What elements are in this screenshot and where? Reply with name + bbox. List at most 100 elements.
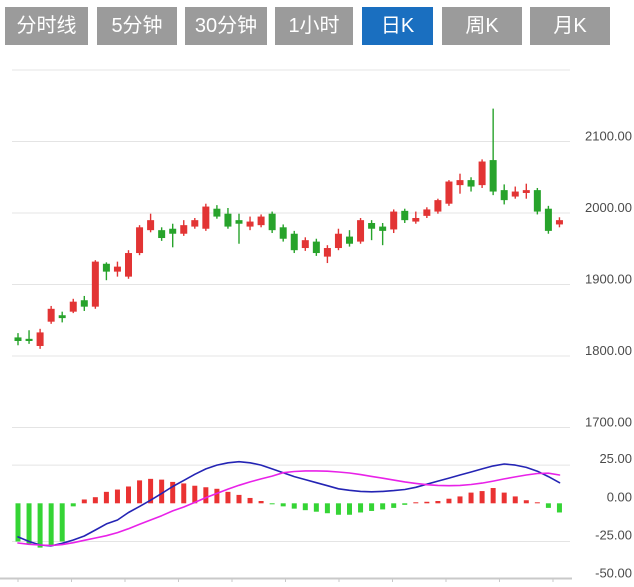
- candle: [202, 203, 210, 231]
- candle-body: [25, 338, 33, 341]
- candle-body: [390, 211, 398, 230]
- macd-bar: [347, 503, 352, 515]
- macd-bar: [468, 492, 474, 504]
- tab-5分钟[interactable]: 5分钟: [97, 7, 177, 45]
- macd-bar: [556, 503, 562, 513]
- candle: [456, 173, 464, 194]
- candle: [434, 198, 442, 214]
- macd-bar: [225, 491, 231, 504]
- candle: [268, 211, 276, 234]
- macd-bar: [269, 503, 275, 505]
- macd-bar: [103, 491, 109, 504]
- candle-body: [412, 218, 420, 222]
- candle-body: [224, 213, 232, 227]
- macd-bar: [236, 494, 242, 504]
- candle: [467, 177, 475, 192]
- candle: [180, 220, 188, 236]
- candle-body: [434, 200, 442, 212]
- candle: [125, 250, 132, 279]
- dif-line: [17, 460, 561, 547]
- candle: [213, 205, 221, 219]
- macd-bar: [391, 503, 397, 508]
- macd-bar: [148, 478, 154, 504]
- tab-1小时[interactable]: 1小时: [275, 7, 353, 45]
- macd-bar: [424, 501, 430, 504]
- macd-bar: [335, 503, 341, 515]
- macd-bar: [258, 501, 264, 504]
- candle: [323, 245, 331, 264]
- candle: [58, 311, 66, 323]
- candle-body: [257, 216, 265, 226]
- candle: [47, 305, 55, 324]
- macd-bar: [170, 481, 176, 504]
- candle-body: [301, 240, 309, 249]
- candle-body: [213, 208, 221, 217]
- macd-bar: [70, 503, 76, 507]
- macd-bar: [523, 500, 529, 504]
- candle: [346, 230, 353, 247]
- candlestick-series: [14, 108, 563, 349]
- candle-body: [202, 206, 210, 229]
- candle-body: [401, 210, 409, 221]
- macd-bar: [302, 503, 308, 511]
- candle-body: [235, 220, 243, 224]
- candle: [555, 217, 563, 228]
- candle-body: [522, 190, 530, 193]
- macd-histogram: [15, 478, 562, 548]
- candle-body: [91, 261, 99, 307]
- macd-bar: [92, 497, 98, 504]
- tab-分时线[interactable]: 分时线: [5, 7, 88, 45]
- macd-bar: [291, 503, 297, 509]
- candle-body: [36, 332, 44, 346]
- macd-bar: [214, 488, 220, 504]
- x-axis: [0, 577, 572, 582]
- candle-body: [80, 300, 88, 307]
- macd-bar: [15, 503, 21, 542]
- price-axis-label: 1700.00: [585, 415, 632, 430]
- macd-bar: [512, 496, 518, 504]
- candle: [136, 225, 144, 256]
- candle-body: [555, 220, 563, 225]
- macd-bar: [48, 503, 54, 547]
- candle-body: [456, 180, 464, 186]
- macd-bar: [501, 492, 507, 504]
- macd-bar: [313, 503, 319, 512]
- candle: [301, 237, 309, 251]
- candle: [544, 205, 552, 234]
- candle: [80, 295, 88, 311]
- candle-body: [136, 227, 144, 254]
- macd-gridlines: [12, 464, 570, 542]
- candle: [423, 207, 431, 219]
- candle: [246, 216, 254, 231]
- candle-body: [500, 190, 508, 201]
- candle-body: [290, 233, 298, 251]
- macd-bar: [358, 503, 364, 513]
- price-axis-label: 1900.00: [585, 272, 632, 287]
- candle: [533, 187, 541, 215]
- candle: [279, 224, 287, 242]
- candle-body: [533, 190, 541, 212]
- candle-body: [279, 227, 287, 239]
- candle: [489, 108, 497, 196]
- macd-bar: [192, 485, 198, 504]
- tab-周K[interactable]: 周K: [442, 7, 522, 45]
- candle-body: [268, 213, 276, 231]
- macd-bar: [126, 486, 131, 504]
- macd-bar: [26, 503, 32, 545]
- candle-body: [346, 236, 353, 244]
- macd-bar: [446, 498, 452, 504]
- macd-bar: [545, 503, 551, 508]
- candle: [401, 208, 409, 224]
- candle: [357, 218, 365, 244]
- candle: [511, 186, 519, 199]
- tab-月K[interactable]: 月K: [530, 7, 610, 45]
- candle: [368, 220, 376, 241]
- candle-body: [180, 225, 188, 234]
- tab-日K[interactable]: 日K: [362, 7, 433, 45]
- macd-bar: [324, 503, 330, 514]
- candle: [478, 159, 486, 188]
- tab-30分钟[interactable]: 30分钟: [185, 7, 267, 45]
- macd-bar: [479, 491, 485, 504]
- macd-bar: [369, 503, 375, 511]
